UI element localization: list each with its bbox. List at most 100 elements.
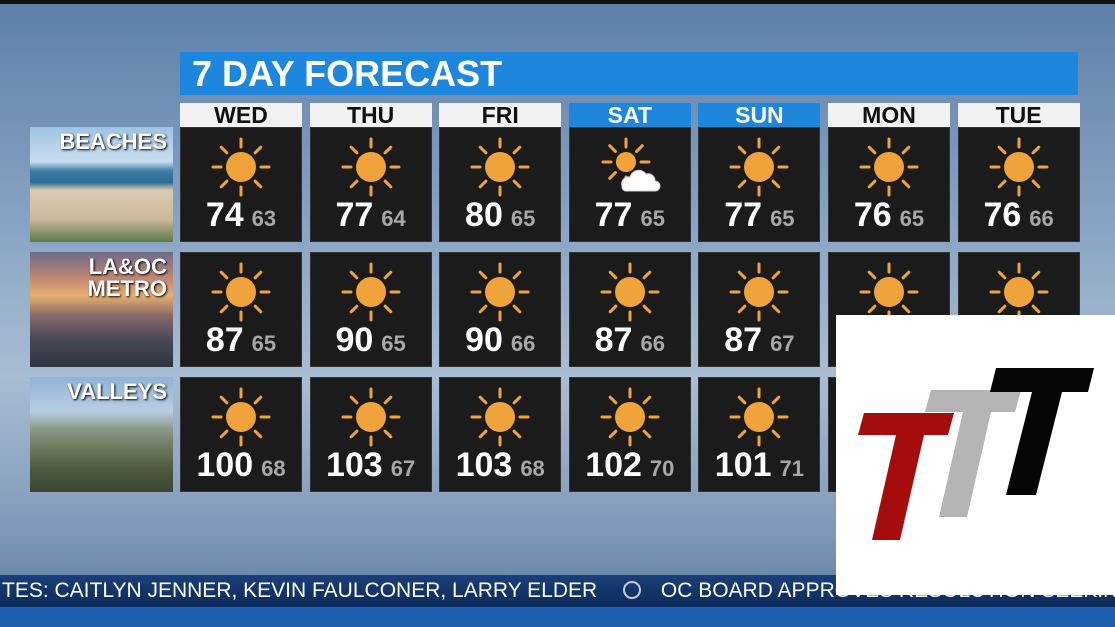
top-bar	[0, 0, 1115, 4]
high-temp: 77	[594, 196, 633, 234]
high-temp: 87	[724, 321, 763, 359]
high-temp: 76	[853, 196, 892, 234]
forecast-cell: 76 66	[957, 127, 1080, 242]
day-header: SUN	[698, 103, 821, 128]
low-temp: 71	[779, 456, 804, 481]
weather-icon	[729, 137, 789, 197]
temperatures: 80 65	[440, 196, 560, 235]
weather-icon	[859, 262, 919, 322]
weather-icon	[211, 137, 271, 197]
low-temp: 65	[381, 331, 406, 356]
high-temp: 102	[585, 446, 642, 484]
forecast-cell: 87 67	[698, 252, 821, 367]
low-temp: 70	[649, 456, 675, 481]
forecast-cell: 90 65	[309, 252, 432, 367]
weather-icon	[470, 262, 530, 322]
high-temp: 103	[325, 446, 383, 484]
weather-icon	[600, 387, 660, 447]
forecast-cell: 77 65	[568, 127, 691, 242]
forecast-cell: 101 71	[698, 377, 821, 492]
forecast-cell: 90 66	[439, 252, 562, 367]
forecast-cell: 103 67	[309, 377, 432, 492]
temperatures: 87 66	[570, 321, 690, 360]
low-temp: 68	[261, 456, 286, 481]
high-temp: 100	[196, 446, 254, 484]
region-label-line: VALLEYS	[67, 379, 167, 404]
weather-icon	[341, 387, 401, 447]
low-temp: 67	[770, 331, 795, 356]
weather-icon	[989, 137, 1049, 197]
high-temp: 103	[455, 446, 513, 484]
low-temp: 68	[520, 456, 545, 481]
high-temp: 90	[465, 321, 503, 359]
weather-icon	[601, 137, 661, 192]
day-header: MON	[828, 103, 950, 128]
day-header: WED	[180, 103, 302, 128]
forecast-cell: 100 68	[180, 377, 302, 492]
day-header: THU	[309, 103, 432, 128]
temperatures: 100 68	[181, 446, 301, 485]
temperatures: 101 71	[699, 446, 819, 485]
region-label-line: METRO	[87, 276, 167, 301]
forecast-cell: 76 65	[828, 127, 950, 242]
temperatures: 77 64	[311, 196, 431, 235]
temperatures: 77 65	[699, 196, 819, 235]
temperatures: 90 65	[311, 321, 431, 360]
day-header: SAT	[568, 103, 691, 128]
low-temp: 66	[1029, 206, 1054, 231]
high-temp: 80	[465, 196, 503, 234]
region-label: BEACHES	[59, 131, 167, 153]
region-label: LA&OC METRO	[88, 256, 167, 300]
day-header: FRI	[439, 103, 562, 128]
day-header: TUE	[957, 103, 1080, 128]
weather-icon	[470, 137, 530, 197]
region-image: LA&OC METRO	[30, 252, 173, 367]
forecast-cell: 103 68	[439, 377, 562, 492]
network-eye	[623, 581, 642, 599]
weather-icon	[211, 262, 271, 322]
weather-icon	[859, 137, 919, 197]
bottom-strip	[0, 607, 1115, 627]
high-temp: 87	[205, 321, 244, 359]
low-temp: 65	[640, 206, 665, 231]
temperatures: 87 67	[699, 321, 819, 360]
temperatures: 90 66	[440, 321, 560, 360]
forecast-cell: 80 65	[439, 127, 562, 242]
forecast-cell: 74 63	[180, 127, 302, 242]
temperatures: 87 65	[181, 321, 301, 360]
forecast-cell: 77 64	[309, 127, 432, 242]
logo-mark	[858, 368, 1094, 540]
weather-icon	[470, 387, 530, 447]
temperatures: 77 65	[570, 196, 690, 235]
high-temp: 90	[335, 321, 374, 359]
weather-icon	[989, 262, 1049, 322]
forecast-cell: 102 70	[568, 377, 691, 492]
region-label: VALLEYS	[67, 381, 167, 403]
weather-icon	[729, 387, 789, 447]
logo	[836, 315, 1115, 595]
high-temp: 76	[983, 196, 1022, 234]
low-temp: 65	[770, 206, 795, 231]
high-temp: 101	[714, 446, 772, 484]
ticker-text: TES: CAITLYN JENNER, KEVIN FAULCONER, LA…	[2, 579, 598, 602]
weather-icon	[341, 262, 401, 322]
region-label-line: BEACHES	[59, 129, 167, 154]
region-label-line: LA&OC	[88, 254, 167, 279]
weather-icon	[211, 387, 271, 447]
title: 7 DAY FORECAST	[180, 52, 1078, 95]
low-temp: 63	[251, 206, 277, 231]
temperatures: 76 66	[959, 196, 1079, 235]
forecast-cell: 77 65	[698, 127, 821, 242]
high-temp: 87	[594, 321, 633, 359]
temperatures: 76 65	[829, 196, 949, 235]
region-image: VALLEYS	[30, 377, 173, 492]
temperatures: 74 63	[181, 196, 301, 235]
low-temp: 65	[510, 206, 536, 231]
low-temp: 65	[899, 206, 925, 231]
temperatures: 102 70	[570, 446, 690, 485]
low-temp: 67	[390, 456, 416, 481]
low-temp: 64	[381, 206, 406, 231]
temperatures: 103 68	[440, 446, 560, 485]
low-temp: 65	[251, 331, 277, 356]
